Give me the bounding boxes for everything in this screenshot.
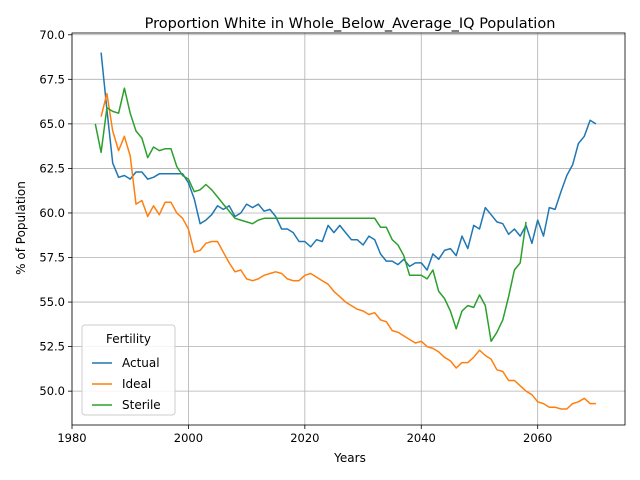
series-line-ideal: [100, 92, 596, 410]
series-line-sterile: [94, 87, 527, 343]
chart-title: Proportion White in Whole_Below_Average_…: [145, 16, 556, 32]
x-tick-label: 2060: [523, 431, 552, 445]
y-tick-label: 62.5: [39, 161, 65, 175]
y-tick-label: 55.0: [39, 295, 65, 309]
legend-title: Fertility: [106, 332, 151, 346]
y-tick-label: 57.5: [39, 251, 65, 265]
legend-label-ideal: Ideal: [122, 377, 151, 391]
y-tick-label: 67.5: [39, 72, 65, 86]
legend-label-actual: Actual: [122, 356, 160, 370]
x-axis-label: Years: [333, 451, 366, 465]
legend: Fertility Actual Ideal Sterile: [81, 324, 176, 416]
x-tick-label: 2000: [174, 431, 203, 445]
y-axis-label: % of Population: [14, 181, 28, 275]
legend-box: [81, 324, 176, 416]
y-tick-label: 50.0: [39, 384, 65, 398]
plot-frame: [71, 32, 626, 426]
x-tick-label: 1980: [57, 431, 86, 445]
y-tick-label: 60.0: [39, 206, 65, 220]
y-tick-label: 70.0: [39, 28, 65, 42]
y-tick-label: 52.5: [39, 340, 65, 354]
grid: [71, 33, 625, 425]
x-tick-label: 2040: [407, 431, 436, 445]
axes: 1980 2000 2020 2040 2060 50.0 52.5 55.0 57.5 60.0…: [39, 28, 626, 445]
series-group: [94, 52, 597, 410]
y-tick-label: 65.0: [39, 117, 65, 131]
legend-label-sterile: Sterile: [122, 398, 161, 412]
x-tick-label: 2020: [290, 431, 319, 445]
